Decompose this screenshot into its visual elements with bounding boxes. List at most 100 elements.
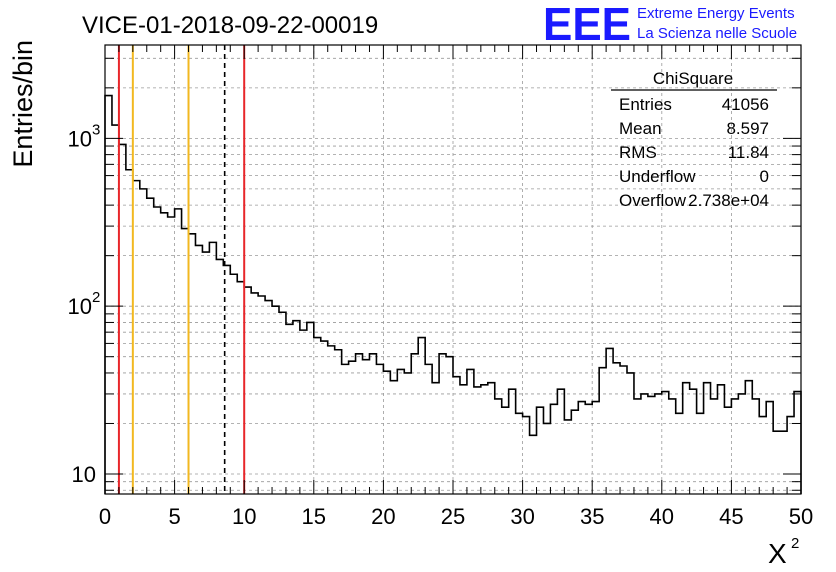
histogram-bin: [175, 209, 182, 494]
histogram-bin: [509, 389, 516, 494]
histogram-outline: [104, 94, 802, 494]
histogram-bin: [209, 242, 216, 494]
x-tick-labels: 0 5 10 15 20 25 30 35 40 45 50: [99, 504, 813, 529]
stats-row-value: 0: [760, 167, 769, 186]
histogram-bin: [655, 394, 662, 494]
histogram-series: [104, 94, 802, 494]
x-tick-label: 25: [441, 504, 465, 529]
histogram-bin: [376, 364, 383, 494]
histogram-bin: [189, 234, 196, 494]
histogram-bin: [453, 377, 460, 494]
histogram-bin: [369, 354, 376, 494]
histogram-bin: [265, 301, 272, 494]
y-tick-label-base: 10: [68, 294, 92, 319]
histogram-bin: [717, 385, 724, 494]
histogram-bin: [390, 381, 397, 494]
y-tick-label: 10 2: [68, 289, 101, 319]
histogram-bin: [314, 338, 321, 494]
histogram-bin: [230, 274, 237, 494]
histogram-bin: [794, 392, 801, 494]
x-tick-label: 50: [789, 504, 813, 529]
histogram-bin: [474, 387, 481, 494]
x-axis-title-exp: 2: [791, 535, 799, 552]
histogram-bin: [704, 383, 711, 494]
histogram-bin: [397, 369, 404, 494]
histogram-bin: [432, 383, 439, 494]
stats-row-label: Underflow: [619, 167, 696, 186]
histogram-bin: [105, 96, 112, 494]
chart-title: VICE-01-2018-09-22-00019: [82, 12, 378, 39]
histogram-bin: [550, 404, 557, 494]
histogram-bin: [585, 404, 592, 494]
histogram-bin: [787, 417, 794, 494]
x-tick-label: 40: [650, 504, 674, 529]
histogram-bin: [697, 413, 704, 494]
histogram-bin: [425, 364, 432, 494]
histogram-bin: [363, 360, 370, 494]
histogram-bin: [537, 407, 544, 494]
stats-row-label: Entries: [619, 95, 672, 114]
histogram-bin: [669, 399, 676, 494]
histogram-bin: [738, 394, 745, 494]
x-tick-label: 30: [510, 504, 534, 529]
x-tick-label: 0: [99, 504, 111, 529]
histogram-bin: [745, 381, 752, 494]
x-axis-title: X 2: [768, 535, 799, 569]
histogram-bin: [676, 413, 683, 494]
histogram-bin: [349, 361, 356, 494]
histogram-bin: [342, 364, 349, 494]
histogram-bin: [627, 373, 634, 494]
histogram-bin: [328, 346, 335, 494]
histogram-bin: [460, 385, 467, 494]
x-axis-title-base: X: [768, 538, 787, 569]
histogram-bin: [161, 213, 168, 494]
histogram-bin: [759, 417, 766, 494]
histogram-bin: [648, 396, 655, 494]
axis-ticks: [104, 45, 802, 494]
histogram-bin: [502, 407, 509, 494]
histogram-bin: [634, 399, 641, 494]
histogram-bin: [411, 354, 418, 494]
y-tick-label: 10 3: [68, 121, 101, 151]
histogram-bin: [516, 413, 523, 494]
histogram-bin: [182, 229, 189, 494]
x-tick-label: 5: [168, 504, 180, 529]
histogram-bin: [711, 399, 718, 494]
histogram-bin: [564, 420, 571, 494]
histogram-bin: [599, 368, 606, 494]
histogram-bin: [780, 431, 787, 494]
histogram-bin: [119, 144, 126, 494]
logo-letters: EEE: [543, 0, 631, 50]
histogram-bin: [133, 181, 140, 494]
histogram-bin: [356, 354, 363, 494]
histogram-bin: [112, 125, 119, 494]
histogram-bin: [307, 322, 314, 494]
histogram-bin: [272, 306, 279, 494]
stats-box: ChiSquare Entries 41056 Mean 8.597 RMS 11.84 U…: [611, 69, 777, 210]
histogram-bin: [662, 392, 669, 494]
histogram-bin: [766, 402, 773, 494]
y-tick-label: 10: [72, 462, 96, 487]
histogram-bin: [495, 399, 502, 494]
y-tick-label-base: 10: [72, 462, 96, 487]
stats-row-value: 11.84: [728, 143, 769, 162]
histogram-bin: [216, 259, 223, 494]
histogram-bin: [154, 207, 161, 494]
histogram-bin: [690, 389, 697, 494]
histogram-bin: [530, 435, 537, 494]
logo-line-2: La Scienza nelle Scuole: [637, 25, 797, 42]
histogram-bin: [321, 341, 328, 494]
histogram-bin: [620, 366, 627, 494]
histogram-bin: [439, 354, 446, 494]
histogram-bin: [335, 350, 342, 494]
stats-row-label: Mean: [619, 119, 662, 138]
histogram-bin: [251, 293, 258, 494]
stats-row-value: 8.597: [726, 119, 769, 138]
histogram-bin: [258, 296, 265, 494]
x-tick-label: 20: [371, 504, 395, 529]
stats-row-value: 41056: [722, 95, 769, 114]
histogram-bin: [773, 431, 780, 494]
stats-row-label: Overflow: [619, 191, 687, 210]
